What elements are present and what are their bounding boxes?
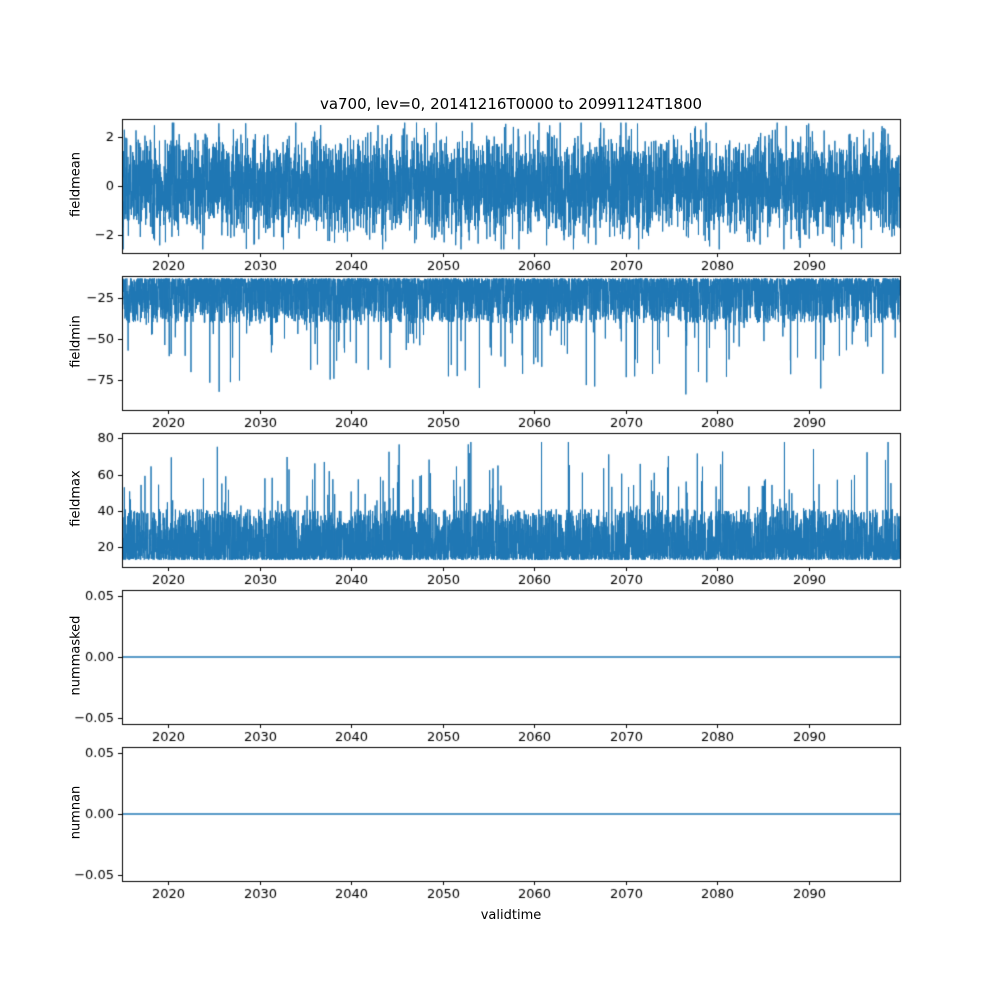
ylabel-numnan: numnan bbox=[68, 785, 84, 840]
xlabel: validtime bbox=[480, 908, 542, 923]
chart-title: va700, lev=0, 20141216T0000 to 20991124T… bbox=[319, 95, 703, 113]
